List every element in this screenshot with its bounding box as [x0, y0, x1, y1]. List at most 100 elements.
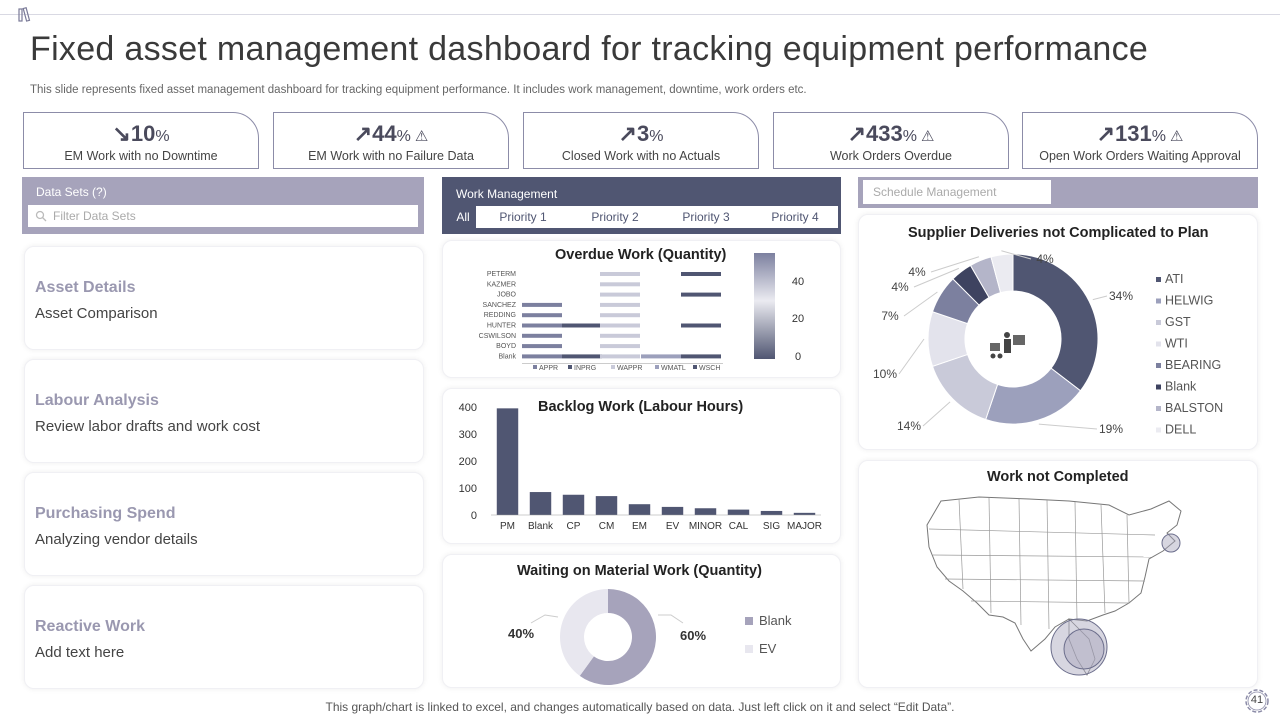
- slice-value-label: 4%: [908, 265, 926, 279]
- y-tick-label: 400: [459, 402, 477, 414]
- slice-ati: [1012, 253, 1099, 392]
- row-label: KAZMER: [487, 281, 516, 288]
- kpi-unit: %: [649, 128, 664, 145]
- row-label: HUNTER: [487, 323, 516, 330]
- y-tick-label: 0: [471, 510, 477, 522]
- tab-priority-1[interactable]: Priority 1: [499, 210, 547, 224]
- search-icon: [35, 210, 47, 222]
- nav-card-title: Asset Details: [35, 279, 136, 296]
- legend-swatch: [611, 365, 615, 369]
- logo-icon: [18, 6, 31, 22]
- kpi-unit: %: [155, 128, 170, 145]
- legend-swatch: [568, 365, 572, 369]
- labour-analysis-card[interactable]: Labour Analysis Review labor drafts and w…: [24, 359, 424, 463]
- nav-card-subtitle: Review labor drafts and work cost: [35, 418, 261, 435]
- legend-label: ATI: [1165, 272, 1184, 286]
- leader-line: [930, 256, 980, 273]
- x-tick-label: PM: [500, 521, 515, 532]
- legend-swatch: [1156, 341, 1161, 347]
- waiting-title: Waiting on Material Work (Quantity): [517, 563, 762, 579]
- legend-swatch: [1156, 363, 1161, 368]
- bar-major: [793, 512, 816, 515]
- overdue-cell: [562, 354, 602, 359]
- kpi-value-line: ↗3%: [524, 121, 758, 147]
- overdue-cell: [641, 354, 681, 359]
- kpi-unit: %: [902, 128, 917, 145]
- reactive-work-card[interactable]: Reactive Work Add text here: [24, 585, 424, 689]
- trend-arrow-icon: ↗: [847, 121, 867, 146]
- backlog-work-card: Backlog Work (Labour Hours) 0 100 200 300 40…: [442, 388, 841, 544]
- filter-input[interactable]: Filter Data Sets: [28, 205, 418, 227]
- slice-value-label: 19%: [1099, 422, 1123, 436]
- asset-details-card[interactable]: Asset Details Asset Comparison: [24, 246, 424, 350]
- overdue-cell: [681, 292, 721, 297]
- overdue-cell: [600, 313, 640, 318]
- tab-all[interactable]: All: [450, 206, 476, 228]
- warning-icon: ⚠: [1169, 128, 1184, 145]
- tab-priority-3[interactable]: Priority 3: [682, 210, 730, 224]
- slice-value-label: 7%: [881, 309, 899, 323]
- legend-label: DELL: [1165, 423, 1196, 437]
- waiting-chart: 60% 40% Blank EV: [508, 589, 792, 685]
- legend-label: Blank: [1165, 380, 1197, 394]
- kpi-value-line: ↗44% ⚠: [274, 121, 508, 147]
- kpi-label: Open Work Orders Waiting Approval: [1039, 149, 1241, 163]
- tab-priority-2[interactable]: Priority 2: [591, 210, 639, 224]
- overdue-cell: [600, 302, 640, 307]
- y-tick-label: 100: [459, 483, 477, 495]
- overdue-cell: [600, 333, 640, 338]
- x-tick-label: MINOR: [689, 521, 722, 532]
- legend-label: BEARING: [1165, 358, 1221, 372]
- overdue-chart: PETERM KAZMER JOBO SANCHEZ REDDING HUNTER CSWI…: [479, 253, 804, 372]
- nav-card-subtitle: Add text here: [35, 644, 125, 661]
- y-tick-label: 200: [459, 456, 477, 468]
- leader-line: [913, 267, 960, 288]
- slice-value-label: 4%: [891, 280, 909, 294]
- nav-card-title: Reactive Work: [35, 618, 145, 635]
- overdue-cell: [600, 292, 640, 297]
- row-label: SANCHEZ: [483, 302, 517, 309]
- kpi-label: Closed Work with no Actuals: [561, 149, 721, 163]
- schedule-management-input[interactable]: Schedule Management: [863, 180, 1051, 204]
- schedule-management-panel: Schedule Management: [858, 177, 1258, 208]
- purchasing-spend-card[interactable]: Purchasing Spend Analyzing vendor details: [24, 472, 424, 576]
- slice-value-label: 14%: [897, 419, 921, 433]
- trend-arrow-icon: ↗: [353, 121, 373, 146]
- bar-cal: [727, 509, 750, 515]
- kpi-value: 44: [372, 121, 397, 146]
- legend-label: HELWIG: [1165, 294, 1213, 308]
- x-tick-label: MAJOR: [787, 521, 822, 532]
- legend-swatch: [1156, 320, 1161, 325]
- legend-swatch: [533, 365, 537, 369]
- legend-label: EV: [759, 641, 777, 656]
- bar-ev: [661, 506, 684, 515]
- kpi-label: EM Work with no Downtime: [64, 149, 218, 163]
- x-tick-label: EM: [632, 521, 647, 532]
- leader-line: [903, 291, 938, 317]
- page-number: 41: [1250, 694, 1264, 706]
- kpi-unit: %: [1151, 128, 1166, 145]
- slice-value-label: 4%: [1036, 252, 1054, 266]
- tab-priority-4[interactable]: Priority 4: [771, 210, 819, 224]
- kpi-value-line: ↗131% ⚠: [1023, 121, 1257, 147]
- row-label: REDDING: [484, 312, 516, 319]
- leader-line: [1038, 423, 1098, 430]
- slice-blank: [579, 589, 656, 685]
- legend-label: WAPPR: [617, 365, 642, 372]
- bar-pm: [496, 408, 519, 515]
- row-label: PETERM: [487, 271, 516, 278]
- top-rule: [0, 14, 1280, 15]
- datasets-panel: Data Sets (?) Filter Data Sets: [22, 177, 424, 234]
- kpi-value: 131: [1115, 121, 1152, 146]
- overdue-cell: [522, 354, 562, 359]
- row-label: Blank: [498, 353, 516, 360]
- x-tick-label: CP: [567, 521, 581, 532]
- us-map: [926, 496, 1182, 676]
- slice-value-label: 40%: [508, 626, 534, 641]
- kpi-card: ↘10% EM Work with no Downtime: [23, 112, 259, 169]
- legend-label: APPR: [539, 365, 558, 372]
- legend-label: BALSTON: [1165, 401, 1223, 415]
- legend-swatch: [1156, 277, 1161, 282]
- nav-card-subtitle: Analyzing vendor details: [35, 531, 198, 548]
- kpi-value-line: ↘10%: [24, 121, 258, 147]
